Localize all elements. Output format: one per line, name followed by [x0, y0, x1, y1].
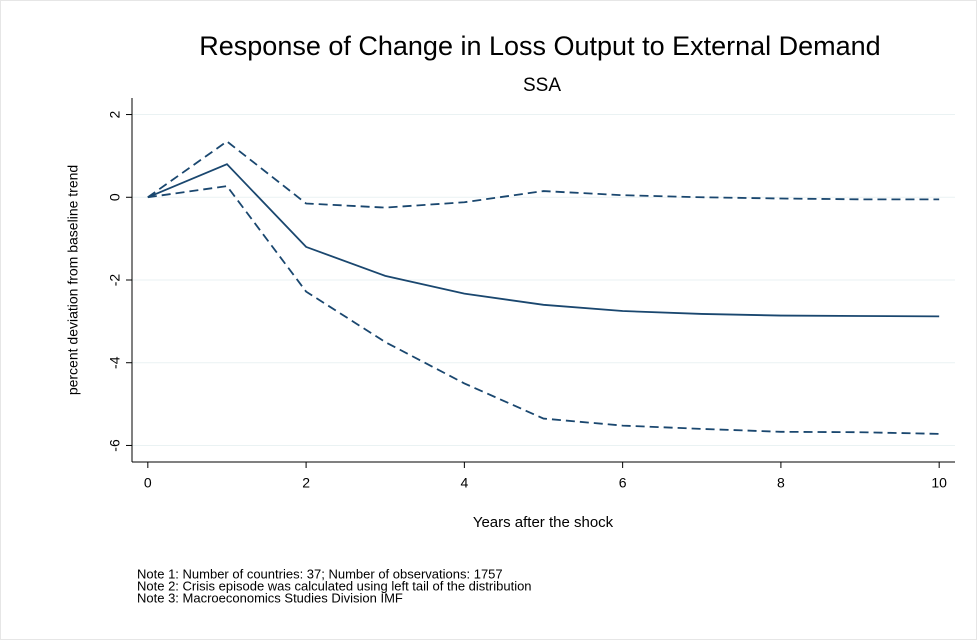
y-tick-label: -6 — [107, 439, 123, 452]
x-tick-label: 0 — [144, 475, 152, 491]
note: Note 2: Crisis episode was calculated us… — [137, 578, 532, 593]
y-axis-title: percent deviation from baseline trend — [65, 165, 81, 395]
series-line — [147, 185, 940, 435]
x-tick-label: 8 — [777, 475, 785, 491]
note: Note 3: Macroeconomics Studies Division … — [137, 590, 403, 605]
x-tick-label: 6 — [619, 475, 627, 491]
chart-title: Response of Change in Loss Output to Ext… — [199, 31, 880, 61]
y-tick-label: 0 — [107, 193, 123, 201]
y-tick-label: 2 — [107, 110, 123, 118]
x-axis-title: Years after the shock — [473, 514, 614, 531]
x-tick-label: 4 — [460, 475, 468, 491]
chart-subtitle: SSA — [523, 75, 561, 96]
series-line — [147, 140, 940, 209]
y-tick-label: -4 — [107, 356, 123, 369]
y-tick-label: -2 — [107, 274, 123, 287]
note: Note 1: Number of countries: 37; Number … — [137, 566, 503, 581]
x-tick-label: 10 — [931, 475, 947, 491]
x-tick-label: 2 — [302, 475, 310, 491]
series-line — [147, 163, 940, 318]
